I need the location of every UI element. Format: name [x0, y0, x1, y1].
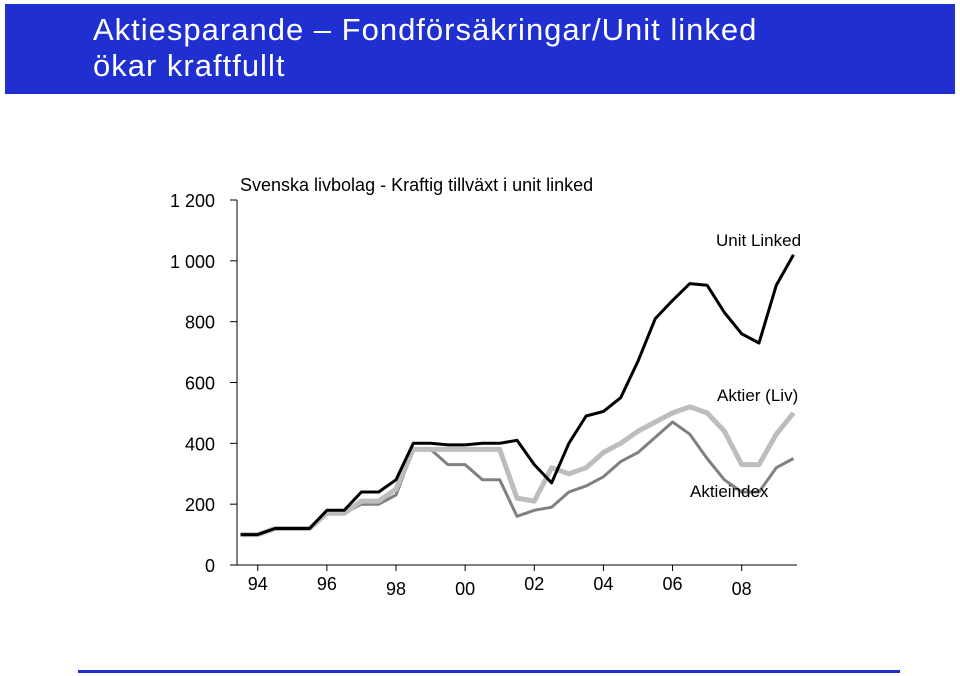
header-band: Aktiesparande – Fondförsäkringar/Unit li… — [5, 4, 955, 94]
x-tick-label: 96 — [317, 574, 337, 594]
x-tick-label: 02 — [524, 574, 544, 594]
y-tick-label: 400 — [185, 434, 215, 454]
series-label: Unit Linked — [716, 231, 801, 250]
y-tick-label: 600 — [185, 374, 215, 394]
series-label: Aktieindex — [690, 482, 769, 501]
y-tick-label: 0 — [205, 556, 215, 576]
footer-line — [78, 670, 900, 673]
series-line — [240, 254, 795, 537]
series-line — [240, 404, 796, 538]
y-tick-label: 1 200 — [170, 191, 215, 211]
y-tick-label: 1 000 — [170, 252, 215, 272]
x-tick-label: 06 — [663, 574, 683, 594]
x-tick-label: 00 — [455, 579, 475, 599]
x-tick-label: 08 — [732, 579, 752, 599]
chart-title: Svenska livbolag - Kraftig tillväxt i un… — [240, 175, 593, 195]
slide-title: Aktiesparande – Fondförsäkringar/Unit li… — [93, 12, 758, 83]
x-tick-label: 94 — [248, 574, 268, 594]
y-tick-label: 200 — [185, 495, 215, 515]
x-tick-label: 98 — [386, 579, 406, 599]
x-tick-label: 04 — [593, 574, 613, 594]
series-label: Aktier (Liv) — [717, 386, 798, 405]
y-tick-label: 800 — [185, 313, 215, 333]
